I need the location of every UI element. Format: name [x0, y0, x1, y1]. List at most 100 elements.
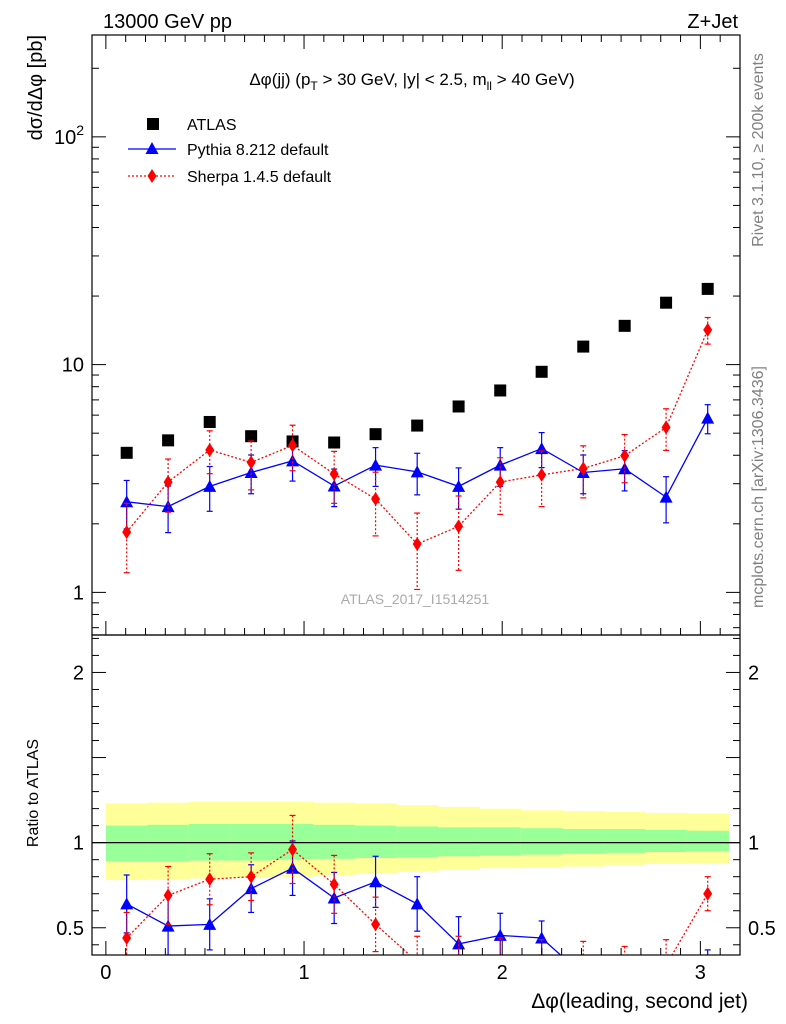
series-sherpa	[122, 814, 713, 979]
data-point-pythia	[203, 917, 217, 930]
data-point-atlas	[452, 400, 465, 413]
data-point-sherpa	[122, 525, 132, 540]
axes: 1 10 102 0.5 0.5 1 1 2 2 0 1 2 3	[54, 34, 776, 984]
main-y-tick-label: 10	[62, 355, 84, 377]
data-point-sherpa	[371, 917, 381, 932]
data-point-atlas	[618, 319, 631, 332]
data-point-atlas	[369, 428, 382, 441]
data-point-pythia	[120, 495, 134, 508]
data-point-atlas	[411, 419, 424, 432]
data-point-pythia	[203, 479, 217, 492]
data-point-sherpa	[620, 448, 630, 463]
data-point-sherpa	[578, 461, 588, 476]
band-inner-bin	[686, 830, 730, 852]
x-tick-label: 2	[497, 962, 508, 984]
data-point-pythia	[535, 931, 549, 944]
band-inner-bin	[645, 829, 688, 853]
legend-atlas-marker	[147, 118, 159, 130]
header-right: Z+Jet	[687, 11, 738, 33]
data-point-pythia	[535, 442, 549, 455]
data-point-sherpa	[371, 492, 381, 507]
data-point-sherpa	[454, 519, 464, 534]
data-point-pythia	[327, 479, 341, 492]
data-point-sherpa	[662, 958, 671, 972]
legend-atlas-label: ATLAS	[187, 117, 237, 134]
data-point-sherpa	[495, 475, 505, 490]
legend-pythia-label: Pythia 8.212 default	[187, 142, 329, 159]
main-y-tick-label: 1	[73, 582, 84, 604]
data-point-sherpa	[163, 475, 173, 490]
data-point-atlas	[162, 434, 175, 447]
band-inner-bin	[603, 829, 647, 853]
ratio-xlabel: Δφ(leading, second jet)	[531, 990, 748, 1013]
data-point-sherpa	[246, 869, 256, 884]
data-point-pythia	[493, 928, 507, 941]
legend-pythia-marker	[145, 142, 159, 154]
ratio-y-tick-label-left: 2	[73, 662, 84, 684]
series-sherpa	[122, 316, 713, 591]
data-point-pythia	[161, 919, 175, 932]
data-point-pythia	[369, 875, 383, 888]
data-point-sherpa	[205, 872, 215, 887]
data-point-sherpa	[246, 455, 256, 470]
data-point-sherpa	[288, 842, 298, 857]
data-point-sherpa	[329, 466, 339, 481]
mcplots-label: mcplots.cern.ch [arXiv:1306.3436]	[750, 366, 767, 608]
data-point-pythia	[286, 454, 300, 467]
main-title: Δφ(jj) (pT > 30 GeV, |y| < 2.5, mll > 40…	[249, 70, 574, 93]
data-point-atlas	[120, 446, 133, 459]
data-point-sherpa	[163, 888, 173, 903]
data-point-atlas	[494, 384, 507, 397]
ratio-y-tick-label-left: 0.5	[56, 918, 84, 940]
data-point-sherpa	[703, 886, 713, 901]
main-ylabel: dσ/dΔφ [pb]	[25, 35, 47, 140]
data-point-pythia	[327, 891, 341, 904]
data-point-sherpa	[703, 322, 713, 337]
data-point-sherpa	[661, 420, 671, 435]
data-point-sherpa	[288, 438, 298, 453]
data-point-sherpa	[412, 537, 422, 552]
x-tick-label: 1	[298, 962, 309, 984]
analysis-watermark: ATLAS_2017_I1514251	[341, 591, 490, 607]
data-point-sherpa	[579, 960, 588, 974]
data-point-pythia	[618, 974, 631, 986]
main-y-tick-label: 102	[54, 122, 84, 149]
band-inner-bin	[354, 825, 397, 858]
data-point-pythia	[452, 937, 466, 950]
band-inner-bin	[396, 826, 439, 858]
ratio-y-tick-label-left: 1	[73, 833, 84, 855]
legend: ATLAS Pythia 8.212 default Sherpa 1.4.5 …	[128, 117, 332, 186]
data-point-pythia	[659, 490, 673, 503]
data-point-sherpa	[537, 958, 546, 972]
data-point-atlas	[660, 296, 673, 309]
band-inner-bin	[479, 827, 522, 856]
header-left: 13000 GeV pp	[103, 11, 232, 33]
ratio-y-tick-label-right: 0.5	[748, 918, 776, 940]
data-point-atlas	[701, 282, 714, 295]
legend-sherpa-marker	[147, 169, 157, 183]
series-pythia	[120, 404, 715, 534]
data-point-pythia	[493, 458, 507, 471]
ratio-frame	[91, 634, 741, 956]
data-point-pythia	[120, 897, 134, 910]
ratio-ylabel: Ratio to ATLAS	[25, 739, 42, 847]
main-series	[120, 282, 715, 591]
data-point-sherpa	[537, 467, 547, 482]
data-point-pythia	[701, 411, 715, 424]
data-point-pythia	[369, 458, 383, 471]
data-point-sherpa	[620, 965, 629, 979]
band-inner-bin	[520, 828, 564, 855]
x-tick-label: 0	[100, 962, 111, 984]
series-line-sherpa	[126, 329, 709, 545]
data-point-sherpa	[205, 442, 215, 457]
data-point-atlas	[245, 430, 258, 443]
ratio-uncertainty-bands	[105, 801, 730, 881]
band-inner-bin	[105, 825, 148, 862]
data-point-atlas	[577, 340, 590, 353]
data-point-atlas	[203, 415, 216, 428]
data-point-sherpa	[458, 954, 459, 955]
data-point-pythia	[244, 466, 258, 479]
band-inner-bin	[313, 824, 356, 859]
band-inner-bin	[562, 829, 605, 854]
